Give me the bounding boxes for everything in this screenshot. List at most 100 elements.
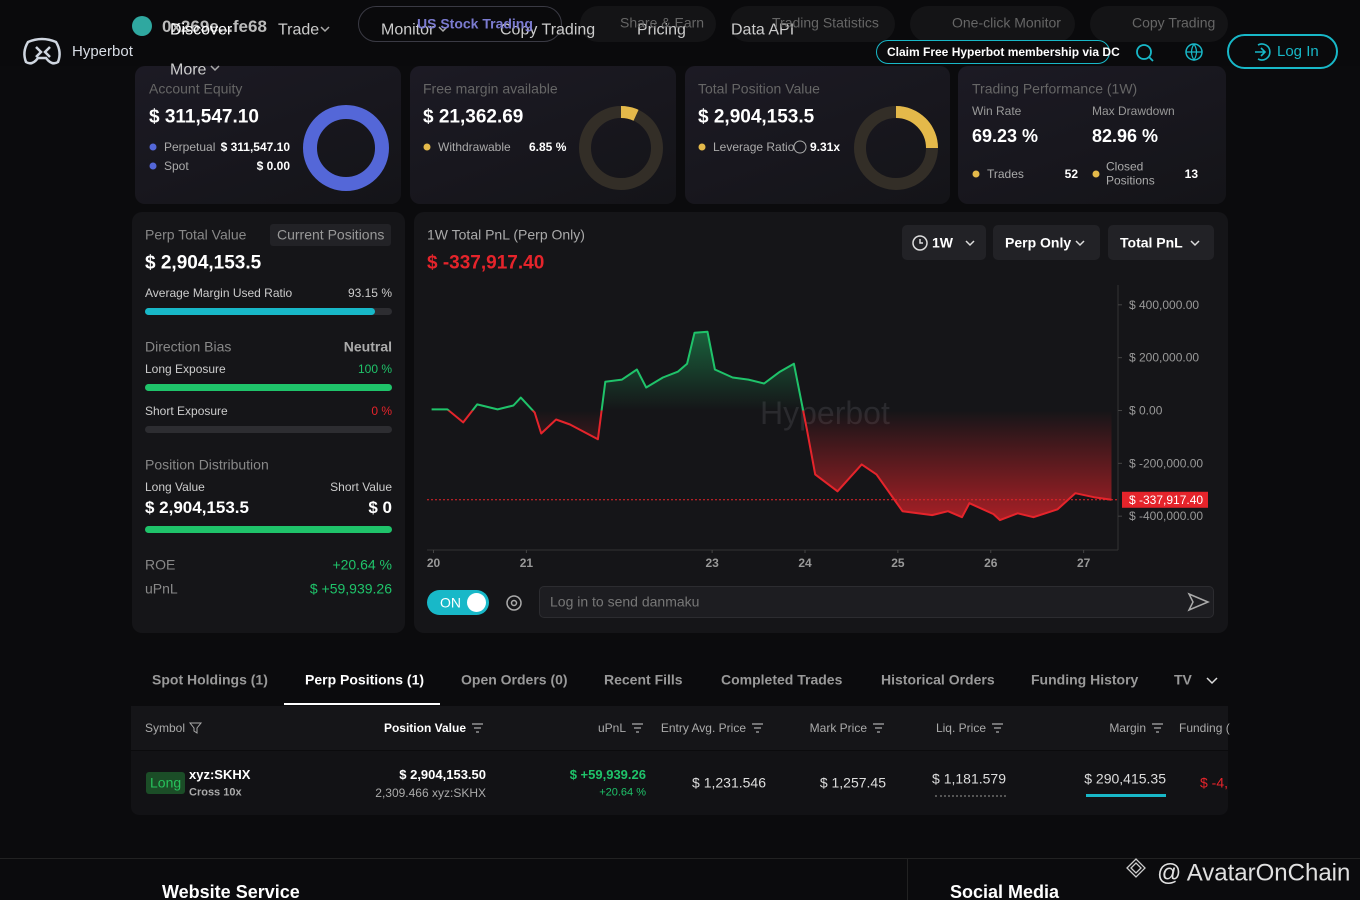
search-icon [1148,56,1154,62]
nav-item[interactable]: Data API [731,21,795,39]
nav-item[interactable]: Trade [278,21,320,39]
stat-label: Closed Positions [1106,159,1155,188]
card-value: $ 311,547.10 [149,106,259,128]
nav-pill[interactable] [730,6,895,42]
legend-label: Perpetual [164,139,216,154]
sort-icon [632,723,643,733]
x-tick-label: 21 [520,556,534,570]
nav-tab[interactable]: Copy Trading [1132,14,1216,31]
column-header[interactable]: Symbol [145,720,186,735]
button-text[interactable]: Current Positions [277,226,385,243]
pnl-chart: Hyperbot$ 400,000.00$ 200,000.00$ 0.00$ … [427,285,1208,570]
table-cell: $ 1,257.45 [819,774,886,791]
nav-item[interactable]: More [170,61,207,79]
table-row [131,751,1228,815]
nav-pill[interactable] [358,6,562,42]
nav-pill[interactable] [1090,6,1228,42]
table-cell: Cross 10x [189,786,242,799]
tab[interactable]: TV [1174,671,1192,688]
y-tick-label: $ -200,000.00 [1129,456,1203,470]
current-positions-button[interactable] [270,224,391,246]
nav-item[interactable]: Monitor [381,21,435,39]
column-header[interactable]: Liq. Price [935,720,986,735]
table-cell: $ 1,181.579 [932,770,1006,787]
nav-tab[interactable]: Share & Earn [620,14,705,31]
nav-item[interactable]: Pricing [637,21,686,39]
send-icon[interactable] [1187,592,1210,612]
login-text[interactable]: Log In [1277,43,1319,60]
settings-icon [510,599,518,607]
clock-icon [912,235,928,251]
row-value: $ 0 [368,497,392,517]
column-header[interactable]: Entry Avg. Price [660,720,746,735]
progress-bar [145,308,376,315]
danmaku-input[interactable] [539,586,1214,618]
footer-heading: Social Media [950,882,1060,900]
nav-item[interactable]: Discover [170,21,233,39]
row-label: uPnL [145,580,178,597]
nav-pill[interactable] [580,6,716,42]
distribution-bar [145,526,392,533]
stat-value: 13 [1184,166,1198,181]
column-header[interactable]: uPnL [597,720,626,735]
wallet-address[interactable]: 0x269e...fe68 [162,16,267,36]
column-header[interactable]: Funding ( [1179,720,1230,735]
settings-icon[interactable] [506,595,522,611]
promo-pill[interactable] [876,40,1110,64]
tab[interactable]: Historical Orders [881,671,995,688]
nav-tab[interactable]: US Stock Trading [417,15,533,32]
x-tick-label: 20 [427,556,441,570]
globe-icon [1186,43,1202,62]
footer-heading: Website Service [162,882,300,900]
nav-tab[interactable]: One-click Monitor [952,14,1061,31]
dropdown-text[interactable]: Perp Only [1005,234,1072,251]
chevron [210,26,448,72]
table-cell: 2,309.466 xyz:SKHX [375,785,486,800]
column-header[interactable]: Margin [1109,720,1146,735]
nav-pill[interactable] [910,6,1075,42]
tab[interactable]: Spot Holdings (1) [152,671,268,688]
table-cell: $ +59,939.26 [569,767,646,783]
row-value: +20.64 % [332,556,392,573]
y-tick-label: $ 200,000.00 [1129,351,1199,365]
login-button[interactable] [1227,34,1338,69]
legend-value: 6.85 % [529,139,567,154]
search-icon[interactable] [1136,44,1152,60]
row-label: Long Exposure [145,361,226,376]
dropdown-text[interactable]: 1W [932,234,953,251]
chart-title: 1W Total PnL (Perp Only) [427,226,585,243]
tab[interactable]: Perp Positions (1) [305,671,425,688]
tab[interactable]: Funding History [1031,671,1139,688]
legend-dot [149,162,157,170]
legend-dot [149,143,157,151]
stat-value: 82.96 % [1092,126,1159,147]
row-label: Average Margin Used Ratio [145,285,293,300]
tab[interactable]: Open Orders (0) [461,671,568,688]
equity-donut [303,105,389,191]
pnl-area [431,331,1112,521]
dropdown[interactable] [1108,225,1214,260]
nav-item[interactable]: Copy Trading [500,21,596,39]
filter-icon[interactable] [188,722,203,734]
column-header[interactable]: Position Value [383,720,466,735]
promo-text[interactable]: Claim Free Hyperbot membership via DC [887,44,1120,59]
row-label: Short Value [330,479,392,494]
nav-tab[interactable]: Trading Statistics [772,14,879,31]
help-icon[interactable] [793,140,807,154]
sort-icon [873,723,884,733]
side-badge [146,772,185,794]
table-cell: $ 2,904,153.50 [399,767,486,783]
table-cell: xyz:SKHX [189,767,251,783]
dropdown-text[interactable]: Total PnL [1120,234,1183,251]
toggle-text[interactable]: ON [440,594,461,611]
table-cell: $ -4, [1200,774,1228,791]
legend-label: Withdrawable [438,139,511,154]
row-value: 0 % [371,403,392,418]
brand: Hyperbot [72,43,133,60]
avatar[interactable] [132,16,152,36]
tab[interactable]: Completed Trades [721,671,843,688]
input-placeholder[interactable]: Log in to send danmaku [550,593,700,610]
column-header[interactable]: Mark Price [809,720,867,735]
tab[interactable]: Recent Fills [604,671,683,688]
